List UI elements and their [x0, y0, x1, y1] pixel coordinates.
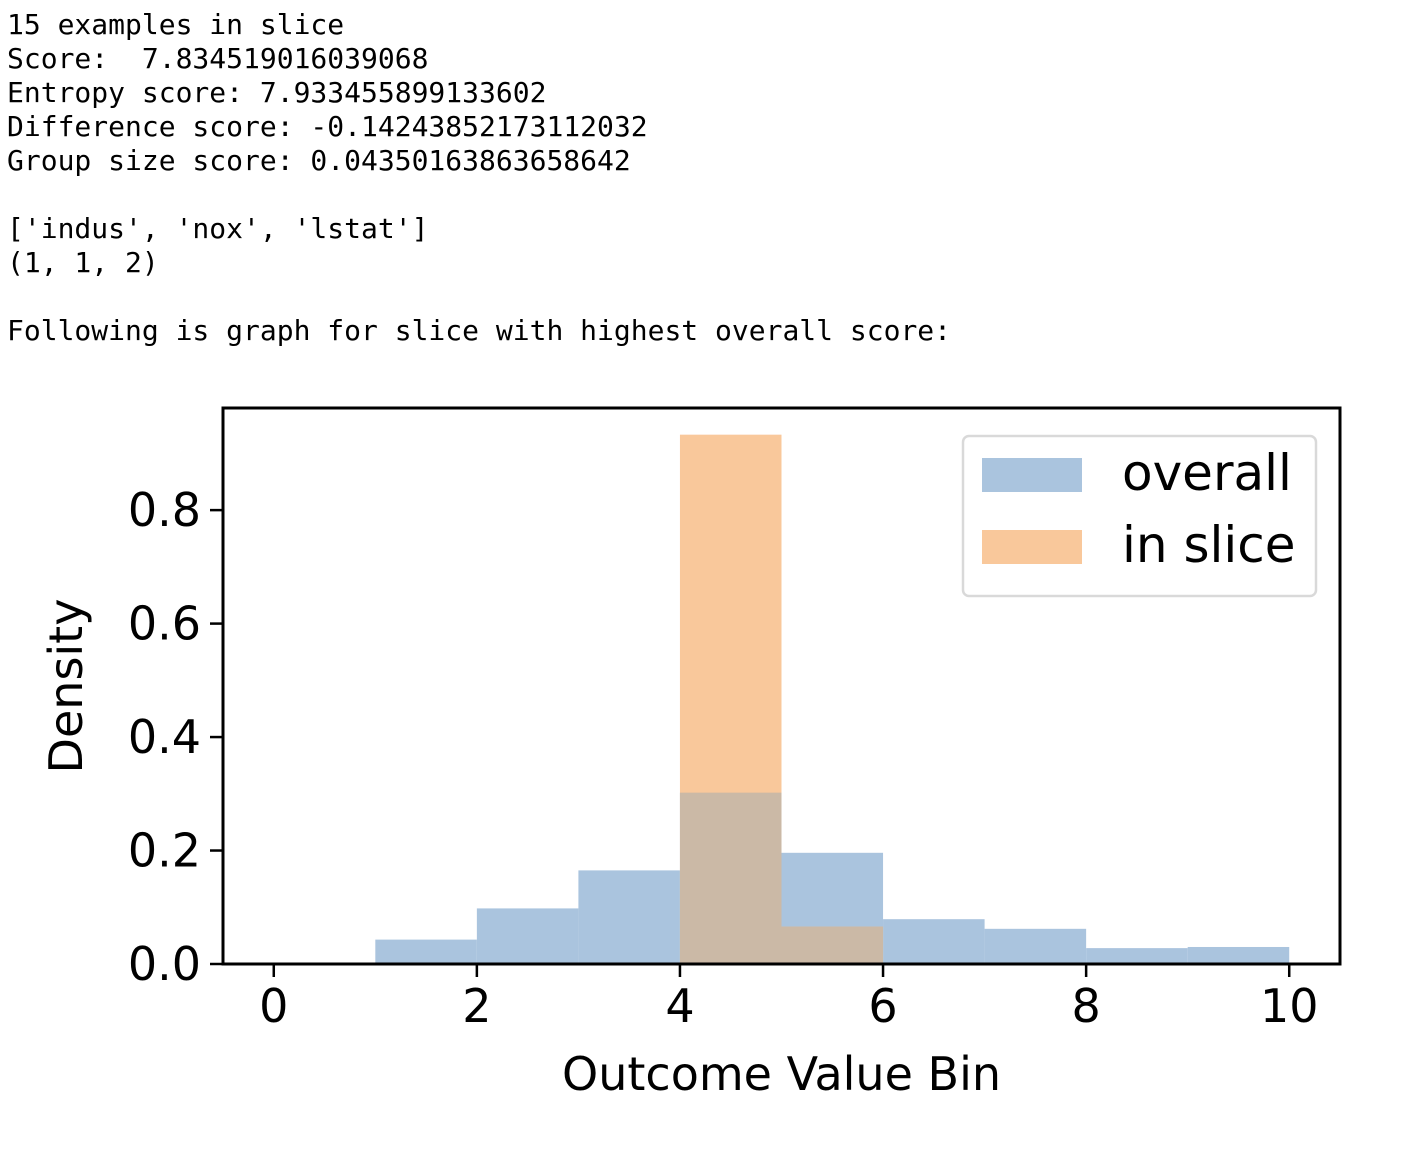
x-tick-label: 8: [1071, 979, 1100, 1033]
y-tick-label: 0.2: [128, 824, 201, 878]
blank-line: [7, 280, 951, 314]
x-tick-label: 2: [462, 979, 491, 1033]
blank-line: [7, 178, 951, 212]
bar-overall-bin-6: [883, 919, 985, 964]
legend-swatch: [982, 530, 1082, 564]
histogram-chart: 0 2 4 6 8 10 0.0 0.2 0.4 0.6 0.8 Outcome Value Bi…: [0, 380, 1418, 1140]
bar-overall-bin-1: [375, 939, 477, 964]
entropy-score-line: Entropy score: 7.933455899133602: [7, 76, 547, 109]
y-tick-label: 0.4: [128, 710, 201, 764]
bar-overall-bin-8: [1086, 948, 1188, 964]
y-tick-label: 0.0: [128, 937, 201, 991]
x-tick-label: 4: [665, 979, 694, 1033]
plot-border: [221, 406, 1342, 966]
y-ticks: 0.0 0.2 0.4 0.6 0.8: [128, 483, 223, 991]
graph-intro-line: Following is graph for slice with highes…: [7, 314, 952, 347]
legend-label: in slice: [1122, 516, 1296, 574]
bars-layer: [375, 434, 1290, 965]
difference-score-line: Difference score: -0.14243852173112032: [7, 110, 648, 143]
y-axis-title: Density: [39, 599, 93, 774]
legend-swatch: [982, 458, 1082, 492]
y-tick-label: 0.8: [128, 483, 201, 537]
cell-output-text: 15 examples in slice Score: 7.8345190160…: [7, 8, 951, 348]
y-tick-label: 0.6: [128, 597, 201, 651]
bar-overall-bin-9: [1187, 946, 1290, 964]
bar-overlap-bin-4: [679, 792, 782, 964]
legend-label: overall: [1122, 444, 1292, 502]
bar-overall-bin-3: [578, 870, 680, 964]
legend: overall in slice: [961, 434, 1318, 598]
bar-overall-bin-2: [476, 908, 579, 964]
score-line: Score: 7.834519016039068: [7, 42, 429, 75]
group-size-score-line: Group size score: 0.04350163863658642: [7, 144, 631, 177]
slice-tuple-line: (1, 1, 2): [7, 246, 159, 279]
x-ticks: 0 2 4 6 8 10: [259, 964, 1319, 1033]
x-tick-label: 0: [259, 979, 288, 1033]
x-tick-label: 10: [1260, 979, 1319, 1033]
x-axis-title: Outcome Value Bin: [562, 1047, 1001, 1101]
plot-frame: [221, 406, 1342, 966]
x-tick-label: 6: [868, 979, 897, 1033]
examples-count-line: 15 examples in slice: [7, 8, 345, 41]
bar-overall-bin-7: [984, 928, 1087, 964]
bar-overlap-bin-5: [781, 926, 884, 964]
feature-list-line: ['indus', 'nox', 'lstat']: [7, 212, 429, 245]
histogram-svg: 0 2 4 6 8 10 0.0 0.2 0.4 0.6 0.8 Outcome Value Bi…: [39, 406, 1342, 1101]
